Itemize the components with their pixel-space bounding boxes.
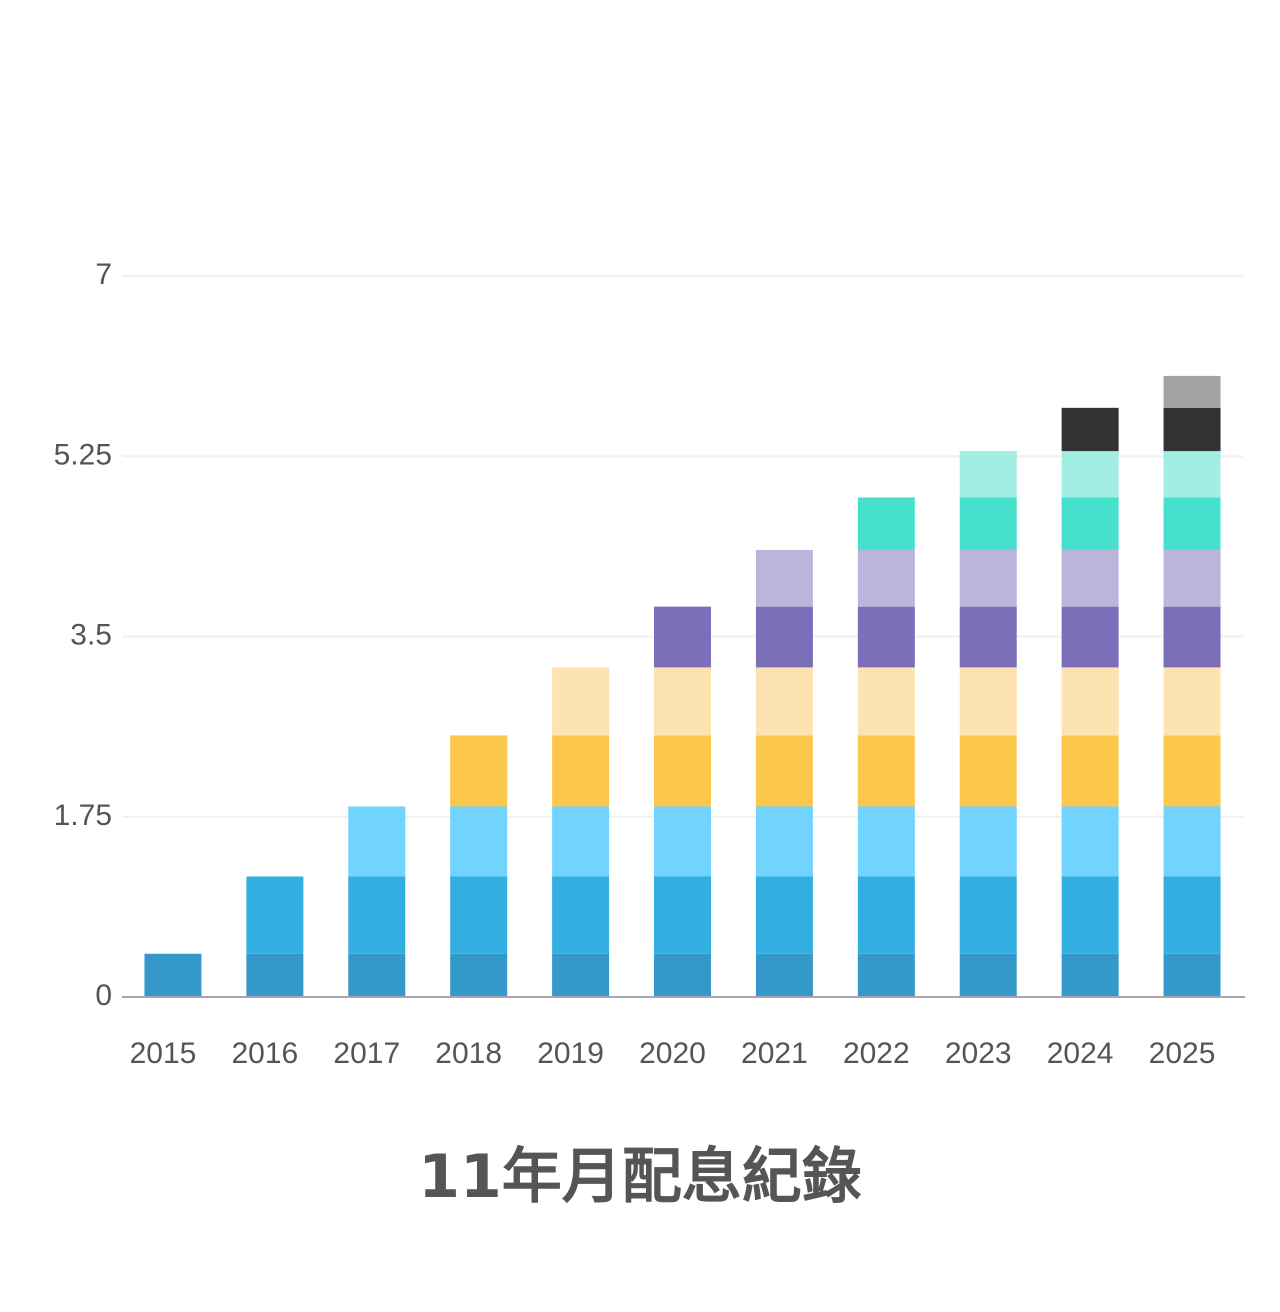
bar-segment [857,953,915,997]
bar-segment [1061,407,1119,452]
bar-segment [1163,735,1221,807]
bar-segment [450,953,508,997]
y-tick-label: 5.25 [54,438,112,471]
bar-segment [959,606,1017,668]
bar-segment [552,735,610,807]
bar-segment [348,953,406,997]
bar-segment [654,667,711,736]
bar-segment [857,806,915,877]
bar-segment [857,876,915,954]
x-tick-label: 2016 [231,1037,298,1070]
x-tick-label: 2017 [333,1037,400,1070]
chart-title: 11年月配息紀錄 [418,1142,862,1212]
bar-segment [857,549,915,607]
bar-segment [959,806,1017,877]
bar-segment [348,806,406,877]
bar-segment [1163,549,1221,607]
bar-segment [1163,953,1221,997]
bar-segment [144,953,202,997]
bar-segment [1061,549,1119,607]
y-tick-label: 7 [95,258,112,291]
bar-segment [1061,806,1119,877]
bar-segment [654,735,711,807]
bar-segment [552,806,610,877]
bar-segment [1163,375,1221,408]
bar-segment [450,735,508,807]
bar-segment [959,497,1017,550]
bar-segment [959,735,1017,807]
bar-segment [755,667,813,736]
bar-segment [1061,735,1119,807]
bar-segment [1061,953,1119,997]
bar-segment [450,806,508,877]
bar-segment [755,549,813,607]
bar-segment [1163,667,1221,736]
bar-segment [755,806,813,877]
bar-segment [959,549,1017,607]
bar-segment [857,735,915,807]
bar-segment [654,606,711,668]
y-tick-label: 3.5 [70,619,112,652]
bar-segment [755,953,813,997]
x-tick-label: 2019 [537,1037,604,1070]
bar-segment [959,451,1017,498]
bar-segment [552,953,610,997]
bar-segment [552,876,610,954]
bar-segment [1061,451,1119,498]
bar-segment [1163,806,1221,877]
bar-segment [246,876,304,954]
y-tick-label: 1.75 [54,799,112,832]
bar-segment [857,497,915,550]
bar-segment [450,876,508,954]
y-tick-label: 0 [95,979,112,1012]
bar-segment [246,953,304,997]
bar-segment [1163,407,1221,452]
x-tick-label: 2024 [1047,1037,1114,1070]
bar-segment [1061,667,1119,736]
bar-segment [1061,497,1119,550]
x-tick-label: 2023 [945,1037,1012,1070]
bar-segment [654,953,711,997]
bar-segment [755,876,813,954]
x-tick-label: 2015 [130,1037,197,1070]
bar-segment [1163,451,1221,498]
bar-segment [1163,497,1221,550]
x-tick-label: 2021 [741,1037,808,1070]
bar-segment [1163,876,1221,954]
x-tick-label: 2025 [1149,1037,1216,1070]
bar-segment [552,667,610,736]
x-tick-label: 2020 [639,1037,706,1070]
bar-segment [654,806,711,877]
bar-segment [857,667,915,736]
x-tick-label: 2018 [435,1037,502,1070]
bar-segment [959,667,1017,736]
bar-segment [857,606,915,668]
bar-segment [1061,606,1119,668]
bar-segment [959,876,1017,954]
bar-segment [348,876,406,954]
bar-segment [1061,876,1119,954]
bar-segment [755,735,813,807]
bar-segment [654,876,711,954]
x-tick-label: 2022 [843,1037,910,1070]
bar-segment [1163,606,1221,668]
bar-segment [755,606,813,668]
bar-segment [959,953,1017,997]
